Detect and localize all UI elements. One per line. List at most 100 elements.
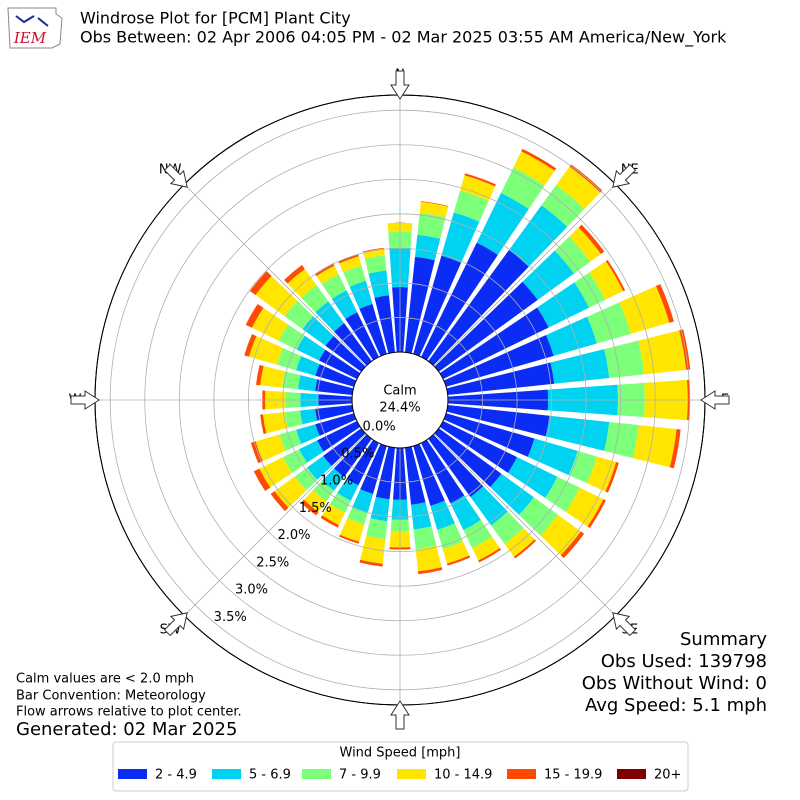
bar-segment bbox=[337, 478, 359, 501]
bar-segment bbox=[248, 336, 283, 365]
bar-segment bbox=[359, 304, 387, 357]
bar-segment bbox=[255, 434, 286, 462]
bar-segment bbox=[360, 443, 387, 494]
bar-segment bbox=[297, 375, 318, 392]
bar-segment bbox=[509, 205, 568, 267]
bar-segment bbox=[296, 356, 320, 376]
bar-segment bbox=[322, 503, 346, 526]
legend-swatch bbox=[212, 769, 241, 779]
bar-segment bbox=[417, 212, 446, 239]
bar-segment bbox=[347, 507, 368, 525]
bar-segment bbox=[301, 285, 329, 313]
legend-label: 7 - 9.9 bbox=[339, 768, 381, 783]
bar-segment bbox=[260, 365, 286, 388]
bar-segment bbox=[439, 421, 518, 473]
bar-segment bbox=[306, 455, 332, 480]
bar-segment bbox=[413, 255, 462, 357]
bar-segment bbox=[262, 412, 288, 434]
bar-segment bbox=[460, 175, 496, 201]
summary-line: Obs Used: 139798 bbox=[601, 651, 767, 672]
bar-segment bbox=[352, 489, 374, 514]
bar-segment bbox=[546, 316, 597, 356]
bar-segment bbox=[415, 545, 442, 572]
bar-segment bbox=[545, 476, 580, 512]
bar-segment bbox=[453, 190, 489, 222]
bar-segment bbox=[303, 490, 327, 513]
bar-segment bbox=[589, 261, 624, 300]
legend-swatch bbox=[507, 769, 536, 779]
bar-segment bbox=[312, 480, 335, 502]
bar-segment bbox=[320, 515, 339, 528]
generated: Generated: 02 Mar 2025 bbox=[16, 719, 237, 740]
bar-segment bbox=[421, 242, 498, 361]
bar-segment bbox=[346, 439, 379, 486]
bar-segment bbox=[366, 518, 388, 540]
bar-segment bbox=[638, 330, 687, 375]
bar-segment bbox=[405, 446, 426, 505]
bar-segment bbox=[276, 347, 302, 371]
note: Bar Convention: Meteorology bbox=[16, 689, 206, 704]
flow-arrow bbox=[700, 390, 730, 410]
bar-segment bbox=[507, 457, 558, 498]
bar-segment bbox=[472, 536, 500, 561]
flow-arrow bbox=[390, 70, 410, 100]
bar-segment bbox=[368, 270, 389, 298]
bar-segment bbox=[491, 511, 524, 544]
bar-segment bbox=[322, 468, 345, 491]
note: Calm values are < 2.0 mph bbox=[16, 672, 194, 687]
bar-segment bbox=[260, 414, 267, 435]
bar-segment bbox=[302, 316, 334, 346]
legend-swatch bbox=[397, 769, 426, 779]
bar-segment bbox=[321, 274, 347, 299]
bar-segment bbox=[334, 323, 372, 366]
bar-segment bbox=[550, 349, 610, 384]
bar-segment bbox=[413, 443, 445, 506]
bar-segment bbox=[446, 555, 471, 566]
bar-segment bbox=[278, 324, 305, 350]
bar-segment bbox=[418, 567, 443, 575]
logo-outline bbox=[7, 7, 63, 49]
bar-segment bbox=[669, 429, 681, 469]
bar-segment bbox=[316, 265, 339, 285]
bar-segment bbox=[282, 371, 301, 390]
bar-segment bbox=[364, 255, 387, 274]
radial-tick-label: 1.5% bbox=[299, 501, 332, 516]
bar-segment bbox=[421, 439, 465, 504]
radial-tick-label: 1.0% bbox=[320, 474, 353, 489]
bar-segment bbox=[284, 300, 314, 330]
legend-label: 20+ bbox=[654, 768, 681, 783]
bar-segment bbox=[443, 413, 535, 457]
bar-segment bbox=[345, 312, 379, 361]
logo-graphic bbox=[15, 15, 49, 27]
chart-title: Windrose Plot for [PCM] Plant City bbox=[80, 9, 351, 28]
bar-segment bbox=[419, 201, 449, 218]
calm-circle bbox=[351, 351, 449, 449]
bar-segment bbox=[300, 408, 318, 425]
bar-segment bbox=[315, 364, 357, 387]
bar-segment bbox=[442, 541, 470, 564]
bar-segment bbox=[537, 282, 590, 328]
bar-segment bbox=[329, 493, 351, 513]
legend-title: Wind Speed [mph] bbox=[340, 746, 461, 761]
bar-segment bbox=[450, 495, 481, 531]
bar-segment bbox=[362, 247, 385, 253]
legend-swatch bbox=[118, 769, 147, 779]
bar-segment bbox=[317, 421, 361, 452]
legend-label: 10 - 14.9 bbox=[434, 768, 492, 783]
bar-segment bbox=[363, 248, 385, 259]
bar-segment bbox=[270, 491, 289, 512]
bar-segment bbox=[655, 284, 674, 323]
bar-segment bbox=[405, 256, 435, 354]
bar-segment bbox=[415, 234, 441, 261]
bar-segment bbox=[679, 329, 691, 370]
bar-segment bbox=[343, 265, 366, 287]
note: Flow arrows relative to plot center. bbox=[16, 705, 242, 720]
legend-label: 15 - 19.9 bbox=[544, 768, 602, 783]
logo: IEM bbox=[7, 7, 63, 49]
bar-segment bbox=[560, 531, 585, 559]
bar-segment bbox=[244, 334, 257, 357]
bar-segment bbox=[374, 295, 395, 354]
bar-segment bbox=[587, 302, 631, 344]
bar-segment bbox=[360, 535, 386, 564]
bar-segment bbox=[437, 523, 464, 550]
